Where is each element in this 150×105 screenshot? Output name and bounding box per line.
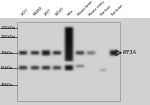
Text: 55kDa: 55kDa [1, 66, 13, 70]
Text: 293T: 293T [43, 8, 52, 17]
Text: KIF3A: KIF3A [123, 50, 137, 55]
Text: Rat liver: Rat liver [100, 5, 112, 17]
Text: MCF7: MCF7 [20, 8, 29, 17]
Text: Rat brain: Rat brain [111, 4, 124, 17]
Text: 40kDa: 40kDa [1, 83, 14, 87]
Text: 100kDa: 100kDa [1, 35, 16, 39]
Text: 70kDa: 70kDa [1, 51, 14, 55]
Text: 130kDa: 130kDa [1, 26, 16, 30]
Text: Mouse ovary: Mouse ovary [88, 0, 105, 17]
Bar [17, 22, 120, 101]
Text: Mouse brain: Mouse brain [77, 0, 94, 17]
Text: Hela: Hela [66, 9, 74, 17]
Text: SKOV3: SKOV3 [54, 7, 65, 17]
Text: SW480: SW480 [32, 6, 43, 17]
